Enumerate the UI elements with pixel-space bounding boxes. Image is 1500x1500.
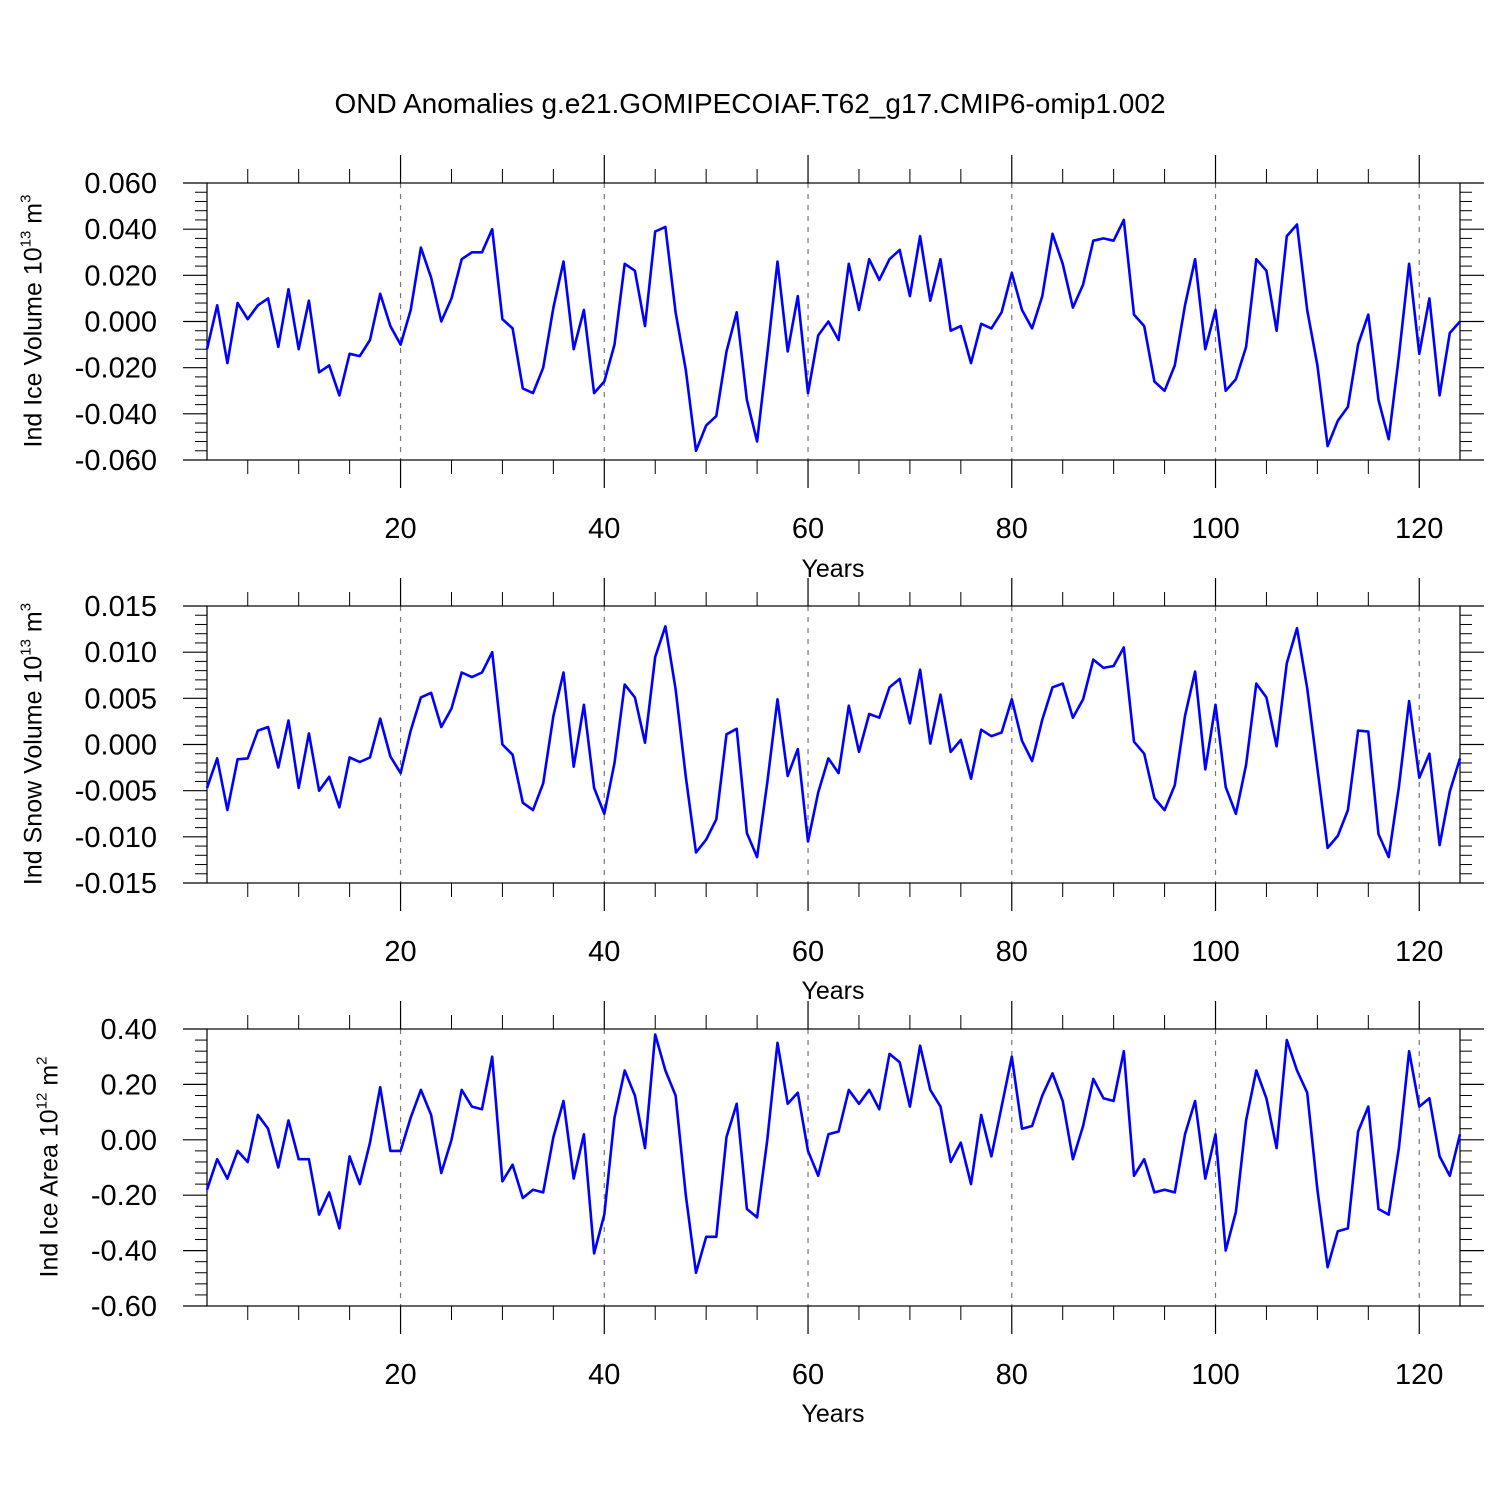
y-axis-label-exponent: 12 bbox=[33, 1092, 51, 1110]
plot-frame bbox=[206, 605, 1461, 884]
x-tick-label: 60 bbox=[792, 1359, 824, 1391]
y-tick-label: -0.020 bbox=[75, 353, 157, 385]
y-axis-label-unit: m bbox=[19, 611, 48, 640]
y-axis-label-unit: m bbox=[19, 202, 48, 231]
x-tick-label: 40 bbox=[588, 513, 620, 545]
panel-2: -0.015 -0.010 -0.005 0.000 0.005 0.010 0.015 20… bbox=[75, 578, 1484, 968]
y-tick-label: 0.040 bbox=[84, 214, 157, 246]
panel-3: -0.60 -0.40 -0.20 0.00 0.20 0.40 20 40 60 80 100 12… bbox=[91, 1001, 1484, 1391]
y-axis-label: Ind Ice Area 1012 m2 bbox=[34, 1057, 65, 1278]
x-axis-label: Years bbox=[801, 1400, 865, 1428]
y-tick-label: -0.60 bbox=[91, 1291, 157, 1323]
y-tick-label: 0.020 bbox=[84, 260, 157, 292]
y-axis-label: Ind Snow Volume 1013 m3 bbox=[18, 603, 49, 885]
y-axis-label-unit-exponent: 3 bbox=[17, 194, 35, 203]
x-tick-label: 120 bbox=[1395, 1359, 1443, 1391]
x-tick-label: 100 bbox=[1191, 936, 1239, 968]
y-axis-label: Ind Ice Volume 1013 m3 bbox=[18, 195, 49, 448]
x-axis-label: Years bbox=[801, 977, 865, 1005]
y-tick-label: -0.060 bbox=[75, 445, 157, 477]
y-tick-label: 0.20 bbox=[101, 1069, 157, 1101]
y-tick-label: 0.010 bbox=[84, 637, 157, 669]
x-tick-label: 60 bbox=[792, 936, 824, 968]
x-tick-label: 60 bbox=[792, 513, 824, 545]
x-tick-label: 40 bbox=[588, 936, 620, 968]
x-tick-label: 80 bbox=[996, 513, 1028, 545]
y-axis-label-exponent: 13 bbox=[17, 639, 35, 656]
y-axis-label-text: Ind Ice Area 10 bbox=[35, 1109, 64, 1278]
y-axis-label-unit: m bbox=[35, 1064, 64, 1093]
y-tick-label: -0.40 bbox=[91, 1236, 157, 1268]
y-tick-label: 0.40 bbox=[101, 1014, 157, 1046]
y-axis-label-text: Ind Snow Volume 10 bbox=[19, 655, 48, 886]
x-tick-label: 80 bbox=[996, 936, 1028, 968]
plot-frame bbox=[206, 1028, 1461, 1307]
y-tick-label: -0.005 bbox=[75, 776, 157, 808]
y-axis-label-unit-exponent: 2 bbox=[33, 1056, 51, 1065]
series-line bbox=[205, 624, 1462, 859]
figure-title: OND Anomalies g.e21.GOMIPECOIAF.T62_g17.… bbox=[334, 88, 1166, 119]
y-tick-label: 0.005 bbox=[84, 683, 157, 715]
y-tick-label: 0.060 bbox=[84, 168, 157, 200]
y-axis-label-unit-exponent: 3 bbox=[17, 602, 35, 612]
x-tick-label: 20 bbox=[384, 936, 416, 968]
y-tick-label: -0.015 bbox=[75, 868, 157, 900]
x-tick-label: 120 bbox=[1395, 513, 1443, 545]
x-tick-label: 20 bbox=[384, 513, 416, 545]
y-tick-label: -0.20 bbox=[91, 1180, 157, 1212]
series-line bbox=[205, 218, 1461, 453]
y-tick-label: 0.00 bbox=[101, 1125, 157, 1157]
y-axis-label-text: Ind Ice Volume 10 bbox=[19, 247, 48, 448]
plot-frame bbox=[206, 182, 1461, 461]
y-tick-label: -0.010 bbox=[75, 822, 157, 854]
y-axis-label-exponent: 13 bbox=[17, 230, 35, 248]
y-tick-label: 0.000 bbox=[84, 730, 157, 762]
x-tick-label: 120 bbox=[1395, 936, 1443, 968]
panel-1: -0.060 -0.040 -0.020 0.000 0.020 0.040 0.060 20… bbox=[75, 155, 1484, 545]
x-tick-label: 20 bbox=[384, 1359, 416, 1391]
x-tick-label: 80 bbox=[996, 1359, 1028, 1391]
x-axis-label: Years bbox=[801, 555, 865, 583]
y-tick-label: 0.015 bbox=[84, 591, 157, 623]
x-tick-label: 40 bbox=[588, 1359, 620, 1391]
x-tick-label: 100 bbox=[1191, 513, 1239, 545]
x-tick-label: 100 bbox=[1191, 1359, 1239, 1391]
y-tick-label: 0.000 bbox=[84, 307, 157, 339]
y-tick-label: -0.040 bbox=[75, 399, 157, 431]
series-line bbox=[205, 1033, 1462, 1275]
